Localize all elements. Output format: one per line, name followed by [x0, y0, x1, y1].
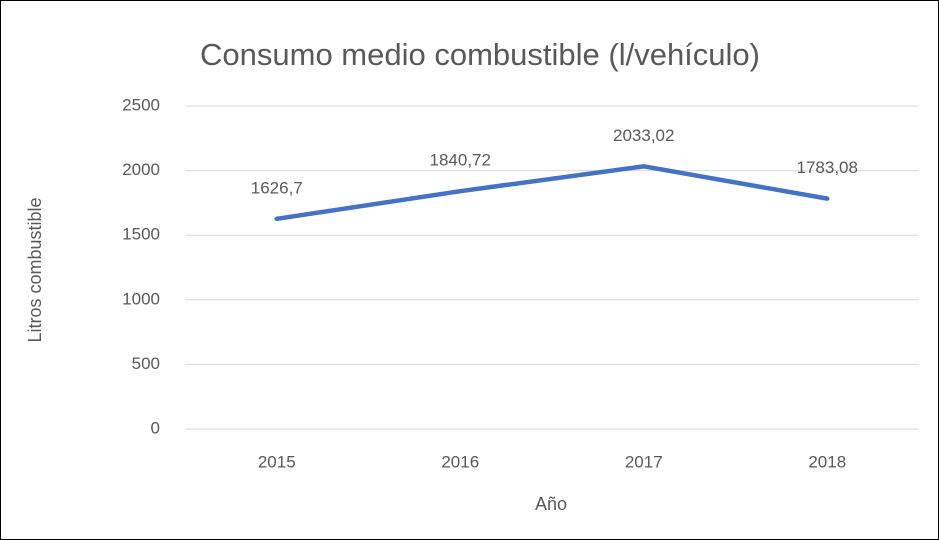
- x-tick-label: 2018: [808, 452, 846, 471]
- data-label: 2033,02: [613, 126, 674, 145]
- chart-title: Consumo medio combustible (l/vehículo): [200, 37, 760, 72]
- y-tick-label: 2000: [122, 160, 160, 179]
- data-label: 1840,72: [430, 151, 491, 170]
- y-tick-label: 1500: [122, 225, 160, 244]
- data-label: 1783,08: [797, 158, 858, 177]
- y-tick-label: 500: [132, 354, 160, 373]
- line-series: [274, 164, 830, 222]
- y-tick-label: 2500: [122, 95, 160, 114]
- y-tick-label: 1000: [122, 289, 160, 308]
- y-tick-label: 0: [151, 418, 160, 437]
- y-axis-label: Litros combustible: [25, 197, 45, 342]
- x-tick-label: 2017: [625, 452, 663, 471]
- x-axis-label: Año: [535, 494, 567, 514]
- data-label: 1626,7: [251, 178, 303, 197]
- x-tick-label: 2016: [441, 452, 479, 471]
- x-tick-label: 2015: [258, 452, 296, 471]
